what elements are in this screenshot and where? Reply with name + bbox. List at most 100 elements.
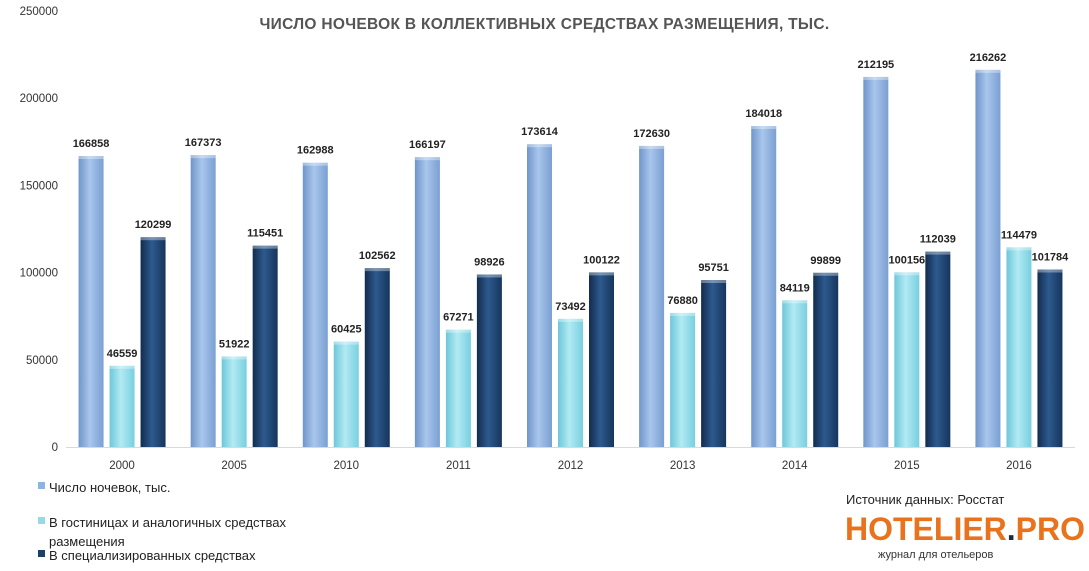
bar-cap-total [190,155,216,159]
bar-cap-specialized [364,268,390,272]
logo-tagline: журнал для отельеров [878,549,994,561]
bars-layer [78,69,1063,448]
legend-label-hotels-line1: В гостиницах и аналогичных средствах [49,515,287,530]
x-tick-label: 2011 [446,460,471,472]
bar-total [975,69,1001,447]
legend-swatch-hotels [38,517,45,524]
bar-total [751,126,777,448]
bar-cap-specialized [701,280,727,284]
bar-cap-total [302,162,328,166]
bar-specialized [252,245,278,447]
bar-cap-hotels [894,272,920,276]
logo-dot: . [1006,511,1016,547]
chart-title: ЧИСЛО НОЧЕВОК В КОЛЛЕКТИВНЫХ СРЕДСТВАХ Р… [259,16,830,33]
bar-cap-specialized [589,272,614,276]
data-label-specialized: 100122 [583,254,620,266]
x-tick-label: 2016 [1006,460,1032,472]
data-label-total: 172630 [633,128,670,140]
data-label-hotels: 46559 [107,348,138,360]
data-label-total: 167373 [185,137,222,149]
x-tick-label: 2015 [894,460,920,472]
bar-cap-specialized [476,274,502,278]
bar-cap-hotels [109,365,135,369]
y-tick-label: 250000 [20,6,58,18]
x-tick-label: 2013 [670,460,696,472]
bar-hotels [782,300,808,447]
y-tick-label: 0 [52,442,58,454]
data-label-total: 212195 [857,59,894,71]
bar-cap-hotels [333,341,359,345]
labels-layer: 166858 46559 120299 167373 51922 115451 162988… [73,52,1069,360]
x-tick-label: 2014 [782,460,808,472]
data-label-specialized: 112039 [920,234,956,246]
data-label-specialized: 99899 [810,255,841,267]
data-label-hotels: 76880 [667,295,698,307]
bar-cap-total [414,157,440,161]
bar-total [78,155,104,448]
bar-hotels [109,365,135,447]
legend-label-hotels-line2: размещения [49,534,125,549]
data-label-hotels: 100156 [888,254,925,266]
legend-swatch-specialized [38,550,45,557]
bar-cap-specialized [1037,269,1063,273]
bar-hotels [221,356,247,447]
bar-specialized [1037,269,1063,447]
bar-cap-specialized [813,272,839,276]
logo-main: HOTELIER [845,511,1007,547]
bar-specialized [813,272,839,447]
data-label-specialized: 102562 [359,250,396,262]
bar-hotels [445,329,471,447]
y-tick-label: 100000 [20,268,58,280]
bar-specialized [476,274,502,447]
bar-cap-hotels [782,300,808,304]
data-label-hotels: 67271 [443,312,474,324]
bar-total [639,145,665,447]
data-label-hotels: 60425 [331,324,362,336]
bar-specialized [140,237,166,447]
data-label-hotels: 73492 [555,301,586,313]
data-label-total: 166197 [409,139,446,151]
bar-specialized [925,251,951,447]
bar-total [414,157,440,447]
bar-hotels [333,341,359,447]
data-label-specialized: 95751 [698,262,729,274]
bar-specialized [589,272,614,447]
axis-layer: 0 50000 100000 150000 200000 250000 2000 2005 20… [20,6,1075,472]
bar-total [190,155,216,447]
bar-cap-hotels [1006,247,1032,251]
legend-item-specialized: В специализированных средствах [38,546,256,565]
y-tick-label: 50000 [26,355,58,367]
legend-item-total: Число ночевок, тыс. [38,478,170,497]
bar-total [302,162,328,447]
bar-cap-total [863,76,889,80]
bar-specialized [701,280,727,447]
data-label-total: 173614 [521,126,559,138]
x-tick-label: 2010 [333,460,359,472]
data-label-hotels: 114479 [1001,229,1037,241]
bar-cap-specialized [925,251,951,255]
bar-cap-total [975,69,1001,73]
bar-cap-total [78,155,104,159]
bar-cap-total [639,145,665,149]
x-tick-label: 2012 [558,460,584,472]
bar-total [527,144,552,448]
bar-cap-hotels [221,356,247,360]
y-tick-label: 200000 [20,93,58,105]
data-label-specialized: 115451 [247,228,283,240]
x-tick-label: 2005 [221,460,247,472]
hotelier-logo: HOTELIER.PRO [845,511,1085,548]
bar-hotels [894,272,920,447]
bar-cap-hotels [670,312,696,316]
bar-cap-hotels [558,318,583,322]
bar-cap-specialized [252,245,278,249]
data-label-total: 216262 [970,52,1007,64]
legend-label-total: Число ночевок, тыс. [49,480,171,495]
bar-cap-hotels [445,329,471,333]
source-text: Источник данных: Росстат [846,492,1005,507]
bar-hotels [558,318,583,447]
data-label-total: 166858 [73,138,110,150]
data-label-specialized: 120299 [135,219,172,231]
data-label-specialized: 98926 [474,256,505,268]
data-label-hotels: 51922 [219,338,250,350]
